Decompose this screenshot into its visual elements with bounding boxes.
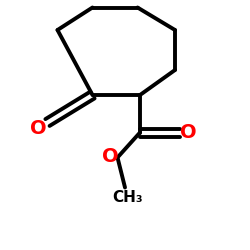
Text: O: O [180, 123, 197, 142]
Text: CH₃: CH₃ [112, 190, 143, 205]
Text: O: O [102, 147, 119, 166]
Text: O: O [30, 119, 47, 138]
